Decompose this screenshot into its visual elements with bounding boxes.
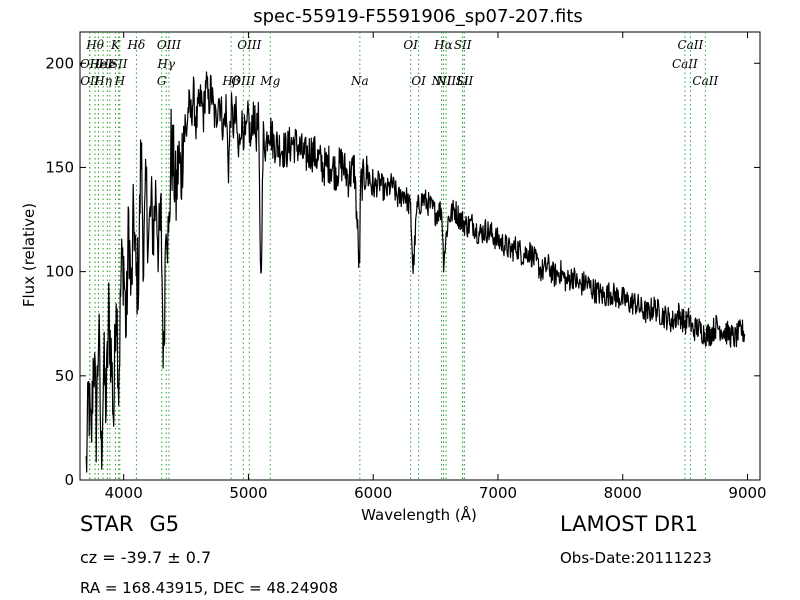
- spectral-line-label: CaII: [692, 74, 718, 88]
- spectral-line-label: OIII: [231, 74, 255, 88]
- y-tick-label: 50: [55, 367, 74, 385]
- ra-dec-coordinates: RA = 168.43915, DEC = 48.24908: [80, 579, 339, 597]
- spectral-line-label: SII: [110, 57, 128, 71]
- x-tick-label: 5000: [229, 484, 267, 502]
- spectral-line-label: CaII: [672, 57, 698, 71]
- plot-area: [79, 31, 761, 481]
- spectral-line-label: NII: [435, 74, 456, 88]
- plot-border: [79, 31, 761, 481]
- spectral-line-label: SII: [454, 38, 472, 52]
- spectral-line-label: Hη: [93, 74, 112, 88]
- object-class: STAR: [80, 512, 134, 536]
- y-tick-label: 150: [45, 158, 74, 176]
- x-tick-label: 7000: [479, 484, 517, 502]
- spectral-line-label: Hδ: [127, 38, 146, 52]
- spectral-line-label: OIII: [157, 38, 181, 52]
- redshift-cz: cz = -39.7 ± 0.7: [80, 548, 212, 567]
- spectral-line-label: Li: [456, 74, 469, 88]
- spectral-line-label: OI: [403, 38, 418, 52]
- series-layer: [85, 71, 746, 473]
- spectral-line-label: I: [106, 57, 112, 71]
- spectral-line-label: Hθ: [85, 38, 104, 52]
- y-tick-label: 0: [64, 471, 74, 489]
- x-tick-label: 8000: [604, 484, 642, 502]
- x-tick-label: 6000: [354, 484, 392, 502]
- object-subclass: G5: [149, 512, 180, 536]
- x-tick-label: 9000: [728, 484, 766, 502]
- spectral-line-label: OI: [411, 74, 426, 88]
- spectral-line-label: Hβ: [221, 74, 239, 88]
- spectral-line-label: Na: [350, 74, 369, 88]
- spectrum-series-line: [85, 71, 746, 473]
- x-axis-label: Wavelength (Å): [361, 505, 477, 524]
- y-tick-label: 100: [45, 263, 74, 281]
- spectral-line-label: H: [114, 74, 126, 88]
- spectral-line-label: CaII: [677, 38, 703, 52]
- spectral-line-label: K: [110, 38, 121, 52]
- spectral-line-label: SII: [456, 74, 474, 88]
- axes: 4000 5000 6000 7000 8000 9000 0 50 100 150 200: [45, 32, 767, 502]
- y-axis-label: Flux (relative): [20, 203, 38, 307]
- observation-date: Obs-Date:20111223: [560, 549, 712, 567]
- survey-name: LAMOST DR1: [560, 512, 699, 536]
- y-tick-label: 200: [45, 54, 74, 72]
- object-classification: STAR G5: [80, 512, 179, 536]
- x-tick-label: 4000: [105, 484, 143, 502]
- spectral-line-markers: OIIOIIHθHeHηHeIKSIIHHδGHγOIIIHβOIIIOIIIM…: [80, 32, 719, 480]
- spectral-line-label: G: [157, 74, 167, 88]
- spectral-line-label: Hγ: [156, 57, 175, 71]
- spectral-line-label: Mg: [259, 74, 280, 88]
- chart-title: spec-55919-F5591906_sp07-207.fits: [253, 6, 583, 27]
- spectral-line-label: Hα: [433, 38, 453, 52]
- spectral-line-label: OIII: [237, 38, 261, 52]
- spectral-line-label: He: [98, 57, 117, 71]
